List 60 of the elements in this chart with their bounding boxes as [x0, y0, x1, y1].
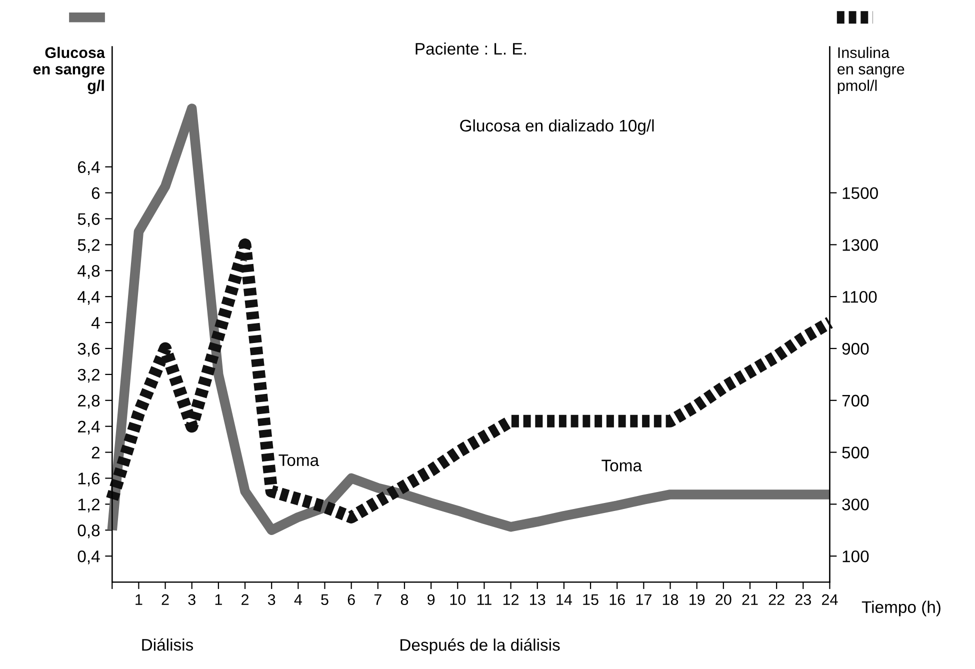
- y-tick-label: 6,4: [78, 161, 100, 176]
- x-tick-label: 13: [530, 594, 546, 606]
- x-tick-label: 24: [822, 594, 838, 605]
- x-tick-label: 2: [242, 594, 248, 605]
- x-tick-label: 19: [690, 594, 705, 606]
- x-tick-label: 14: [556, 594, 572, 605]
- y2-tick-label: 900: [842, 342, 869, 355]
- y-tick-label: 1,6: [78, 472, 100, 486]
- x-tick-label: 1: [136, 594, 142, 605]
- x-tick-label: 10: [450, 594, 466, 606]
- x-tick-label: 8: [400, 594, 408, 606]
- x-tick-label: 9: [428, 594, 435, 606]
- x-tick-label: 3: [188, 594, 196, 606]
- y2-tick-label: 300: [842, 498, 869, 510]
- y-tick-label: 2,4: [78, 420, 100, 435]
- x-tick-label: 2: [162, 594, 169, 605]
- y-tick-label: 0,4: [78, 550, 100, 564]
- y-tick-label: 5,2: [78, 239, 100, 253]
- y2-tick-label: 100: [842, 550, 869, 562]
- y2-tick-label: 1300: [842, 239, 878, 251]
- x-tick-label: 1: [215, 594, 222, 605]
- x-tick-label: 15: [583, 594, 598, 606]
- y2-axis-title: Insulina en sangre pmol/l: [838, 46, 904, 94]
- annotation: Glucosa en dializado 10g/l: [460, 119, 654, 135]
- y-tick-label: 5,6: [78, 213, 100, 227]
- chart-title: Paciente : L. E.: [416, 42, 526, 55]
- text: Diálisis: [142, 638, 194, 651]
- y-tick-label: 4: [91, 317, 100, 329]
- x-tick-label: 6: [348, 594, 355, 606]
- annotation: Toma: [278, 454, 320, 466]
- x-tick-label: 7: [374, 594, 382, 605]
- y2-tick-label: 700: [842, 394, 869, 407]
- x-tick-label: 21: [742, 594, 758, 605]
- y-tick-label: 2,8: [78, 394, 100, 409]
- y-tick-label: 6: [92, 187, 100, 199]
- y-tick-label: 4,8: [78, 265, 100, 279]
- x-tick-label: 3: [268, 594, 276, 606]
- annotation: Toma: [602, 460, 642, 472]
- y-tick-label: 1,2: [78, 498, 100, 512]
- y2-tick-label: 1500: [842, 187, 878, 199]
- x-axis-title: Tiempo (h): [862, 600, 940, 616]
- x-tick-label: 4: [294, 594, 302, 605]
- y-tick-label: 3,6: [78, 342, 100, 357]
- x-tick-label: 17: [636, 594, 652, 605]
- y-tick-label: 3,2: [78, 368, 100, 383]
- y-axis-title: Glucosa en sangre g/l: [33, 46, 106, 94]
- x-tick-label: 18: [662, 594, 678, 606]
- x-tick-label: 11: [477, 594, 492, 605]
- y2-tick-label: 1100: [842, 290, 877, 303]
- x-tick-label: 22: [768, 594, 784, 605]
- x-tick-label: 20: [716, 594, 732, 606]
- y-tick-label: 4,4: [78, 291, 100, 305]
- y-tick-label: 2: [92, 446, 100, 458]
- x-tick-label: 5: [321, 594, 328, 606]
- x-tick-label: 12: [503, 594, 519, 605]
- y2-tick-label: 500: [842, 446, 869, 458]
- text: Después de la diálisis: [400, 638, 560, 654]
- x-tick-label: 23: [795, 594, 811, 606]
- y-tick-label: 0,8: [78, 524, 100, 538]
- x-tick-label: 16: [610, 594, 625, 606]
